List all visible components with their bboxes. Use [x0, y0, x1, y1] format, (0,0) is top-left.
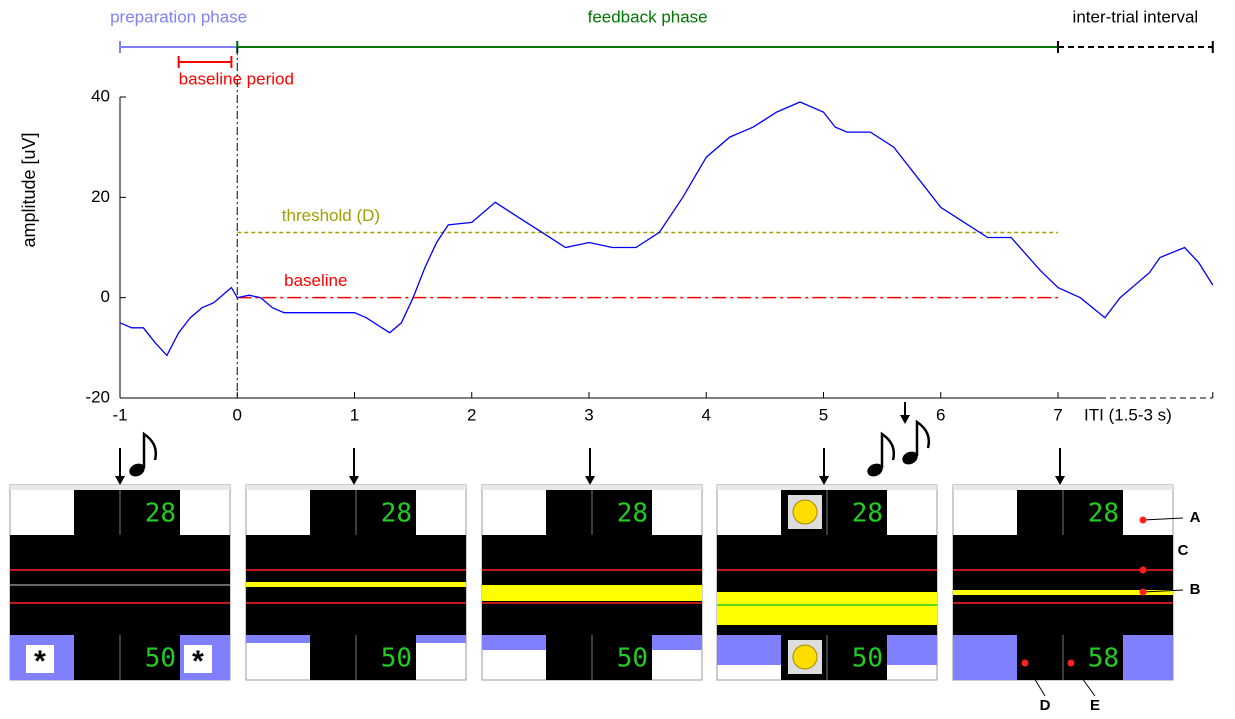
callout-dot [1139, 516, 1147, 524]
panel-box [546, 490, 652, 535]
feedback-bar [246, 582, 466, 587]
panel-number: 28 [617, 499, 648, 529]
callout-line [1142, 517, 1184, 521]
panel-number: 28 [852, 499, 883, 529]
phase-label: feedback phase [588, 7, 708, 26]
note-stem [142, 431, 158, 468]
panel-titlebar [953, 485, 1173, 490]
screen-panel: 28 50 [245, 484, 467, 681]
y-tick-label: -20 [85, 387, 110, 406]
panel-box [1017, 635, 1123, 680]
panel-box [74, 635, 180, 680]
x-tick-label: 6 [936, 405, 945, 424]
baseline-period-label: baseline period [179, 69, 294, 88]
x-tick-label: 7 [1053, 405, 1062, 424]
panel-symbol: * [192, 645, 204, 678]
screen-panel: 28 50 [716, 484, 938, 681]
smiley [792, 644, 818, 670]
arrow-head [349, 476, 359, 485]
phase-label: inter-trial interval [1073, 7, 1199, 26]
panel-number: 50 [381, 644, 412, 674]
x-tick-label: 0 [233, 405, 242, 424]
phase-label: preparation phase [110, 7, 247, 26]
note-head [902, 451, 918, 465]
arrow-head [1055, 476, 1065, 485]
callout-line [1070, 662, 1096, 697]
panel-titlebar [10, 485, 230, 490]
x-tick-label: 5 [819, 405, 828, 424]
panel-box [1017, 490, 1123, 535]
arrow-head [900, 415, 910, 424]
callout-dot [1139, 566, 1147, 574]
y-axis-label: amplitude [uV] [19, 132, 39, 247]
feedback-bar [953, 590, 1173, 595]
symbol-box [184, 645, 212, 673]
screen-panel: 28 58 [952, 484, 1174, 681]
panel-number: 28 [145, 499, 176, 529]
panel-number: 28 [381, 499, 412, 529]
panel-middle [953, 535, 1173, 635]
callout-line [1142, 550, 1172, 571]
x-tick-label: 1 [350, 405, 359, 424]
arrow-head [819, 476, 829, 485]
callout-dot [1067, 659, 1075, 667]
signal-line [119, 101, 1214, 357]
note-head [867, 463, 883, 477]
panel-number: 28 [1088, 499, 1119, 529]
callout-label: E [1090, 697, 1100, 714]
note-stem [915, 419, 931, 456]
panel-box [310, 635, 416, 680]
callout-line [1142, 589, 1184, 593]
note-stem [880, 431, 896, 468]
feedback-bar [482, 585, 702, 601]
arrow-head [585, 476, 595, 485]
threshold-label: threshold (D) [282, 206, 380, 225]
note-head [129, 463, 145, 477]
callout-label: C [1178, 542, 1189, 559]
callout-line [1024, 662, 1046, 697]
callout-dot [1021, 659, 1029, 667]
panel-number: 50 [145, 644, 176, 674]
screen-panel: 28 50 * * [9, 484, 231, 681]
smiley [792, 499, 818, 525]
y-tick-label: 40 [91, 86, 110, 105]
callout-label: D [1040, 697, 1051, 714]
callout-dot [1139, 588, 1147, 596]
panel-number: 50 [617, 644, 648, 674]
panel-number: 50 [852, 644, 883, 674]
panel-titlebar [246, 485, 466, 490]
x-tick-label: 4 [702, 405, 711, 424]
panel-titlebar [482, 485, 702, 490]
x-tick-label: -1 [112, 405, 127, 424]
symbol-box [26, 645, 54, 673]
callout-label: A [1190, 509, 1201, 526]
panel-symbol: * [34, 645, 46, 678]
panel-number: 58 [1088, 644, 1119, 674]
panel-box [546, 635, 652, 680]
callout-label: B [1190, 581, 1201, 598]
y-tick-label: 0 [101, 287, 110, 306]
panel-titlebar [717, 485, 937, 490]
panel-box [310, 490, 416, 535]
iti-label: ITI (1.5-3 s) [1084, 405, 1172, 424]
x-tick-label: 3 [584, 405, 593, 424]
x-tick-label: 2 [467, 405, 476, 424]
feedback-bar [717, 592, 937, 625]
y-tick-label: 20 [91, 187, 110, 206]
screen-panel: 28 50 [481, 484, 703, 681]
baseline-label: baseline [284, 271, 347, 290]
arrow-head [115, 476, 125, 485]
panel-box [74, 490, 180, 535]
